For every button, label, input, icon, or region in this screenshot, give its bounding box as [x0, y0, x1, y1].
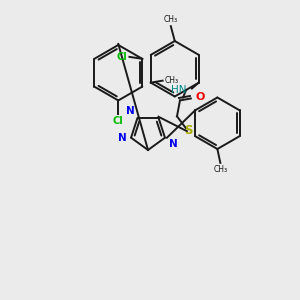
- Text: O: O: [196, 92, 205, 103]
- Text: Cl: Cl: [113, 116, 124, 126]
- Text: CH₃: CH₃: [213, 165, 227, 174]
- Text: S: S: [184, 124, 192, 137]
- Text: Cl: Cl: [117, 52, 128, 62]
- Text: CH₃: CH₃: [165, 76, 179, 85]
- Text: HN: HN: [171, 85, 187, 94]
- Text: CH₃: CH₃: [164, 15, 178, 24]
- Text: N: N: [126, 106, 135, 116]
- Text: N: N: [169, 139, 178, 149]
- Text: N: N: [118, 133, 127, 143]
